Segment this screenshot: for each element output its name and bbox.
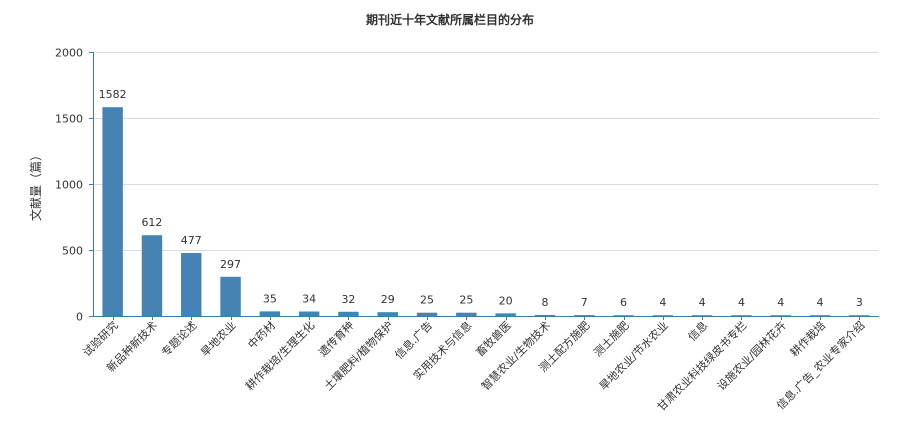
data-label: 7 xyxy=(581,296,588,309)
x-tick-label: 畜牧兽医 xyxy=(473,318,514,359)
data-label: 4 xyxy=(659,296,666,309)
x-tick-label: 试验研究 xyxy=(80,318,121,359)
x-tick-label: 耕作栽培 xyxy=(787,318,828,359)
bar xyxy=(495,313,516,316)
data-label: 477 xyxy=(181,234,202,247)
data-label: 32 xyxy=(341,293,355,306)
bar xyxy=(298,311,320,316)
chart-title: 期刊近十年文献所属栏目的分布 xyxy=(366,12,534,27)
bar xyxy=(809,315,831,316)
x-tick-label: 中药材 xyxy=(245,318,278,351)
x-tick-label: 土壤肥料/植物保护 xyxy=(321,318,396,393)
y-tick-label: 2000 xyxy=(55,47,83,60)
data-label: 3 xyxy=(856,296,863,309)
data-label: 297 xyxy=(220,258,241,271)
data-label: 25 xyxy=(420,294,434,307)
bars xyxy=(102,107,870,317)
x-tick-label: 遗传育种 xyxy=(316,318,357,359)
data-label: 25 xyxy=(459,294,473,307)
bar xyxy=(377,312,398,316)
bar xyxy=(259,311,281,316)
bar xyxy=(613,315,634,316)
bar xyxy=(731,315,752,316)
bar xyxy=(574,315,595,316)
bar xyxy=(849,315,870,316)
data-label: 1582 xyxy=(99,88,127,101)
y-axis-ticks: 0 500 1000 1500 2000 xyxy=(55,47,93,324)
x-tick-label: 信息 xyxy=(685,318,710,343)
data-label: 29 xyxy=(381,293,395,306)
data-labels: 1582 612 477 297 35 34 32 29 25 25 20 8 7 6 4 4 4 4 4 3 xyxy=(99,88,863,309)
data-label: 4 xyxy=(699,296,706,309)
x-tick-label: 设施农业/园林花卉 xyxy=(714,318,789,393)
x-tick-label: 耕作栽培/生理生化 xyxy=(243,318,318,393)
bar xyxy=(416,312,438,316)
x-tick-label: 旱地农业/节水农业 xyxy=(596,318,671,393)
data-label: 20 xyxy=(499,294,513,307)
y-tick-label: 0 xyxy=(76,311,83,324)
bar xyxy=(456,312,477,316)
data-label: 35 xyxy=(263,292,277,305)
x-tick-label: 旱地农业 xyxy=(198,318,239,359)
x-tick-label: 专题论述 xyxy=(158,318,199,359)
x-tick-label: 测土施肥 xyxy=(591,319,631,359)
bar xyxy=(652,315,674,316)
bar xyxy=(338,311,359,316)
bar xyxy=(220,276,241,316)
data-label: 4 xyxy=(817,296,824,309)
data-label: 34 xyxy=(302,293,316,306)
bar xyxy=(181,253,202,316)
y-tick-label: 1000 xyxy=(55,179,83,192)
data-label: 6 xyxy=(620,296,627,309)
y-tick-label: 1500 xyxy=(55,113,83,126)
bar xyxy=(534,314,556,316)
data-label: 4 xyxy=(738,296,745,309)
y-tick-label: 500 xyxy=(62,245,83,258)
data-label: 612 xyxy=(141,216,162,229)
data-label: 4 xyxy=(777,296,784,309)
bar xyxy=(102,107,123,317)
gridlines xyxy=(93,52,879,251)
data-label: 8 xyxy=(541,296,548,309)
bar xyxy=(770,315,791,316)
bar xyxy=(691,315,713,316)
bar xyxy=(141,235,163,316)
y-axis-label: 文献量（篇） xyxy=(28,149,43,221)
x-tick-label: 智慧农业/生物技术 xyxy=(478,318,553,393)
